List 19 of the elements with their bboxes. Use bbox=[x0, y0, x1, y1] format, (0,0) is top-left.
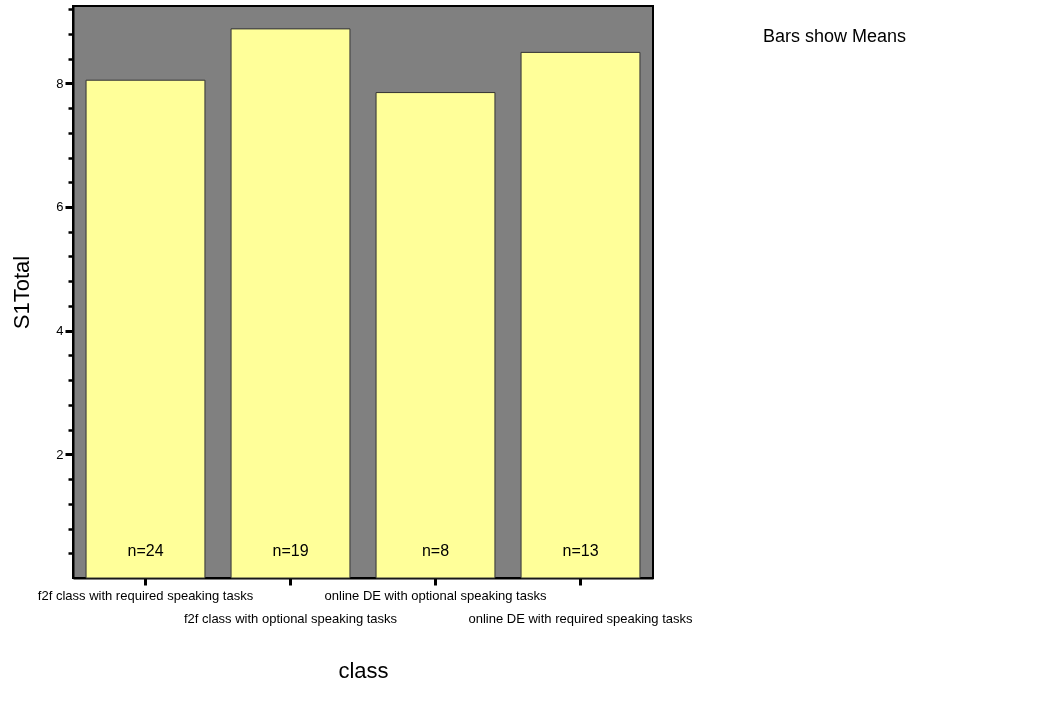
x-axis-title: class bbox=[338, 657, 389, 683]
x-tick-label: f2f class with optional speaking tasks bbox=[183, 610, 398, 626]
y-tick-label: 8 bbox=[56, 75, 64, 91]
bar bbox=[230, 28, 351, 579]
y-axis-title: S1Total bbox=[9, 255, 35, 330]
x-tick-label: online DE with required speaking tasks bbox=[468, 610, 693, 626]
y-tick-label: 2 bbox=[56, 446, 64, 462]
x-tick-label: online DE with optional speaking tasks bbox=[324, 587, 547, 603]
y-tick-label: 4 bbox=[56, 323, 64, 339]
annotation: n=19 bbox=[272, 542, 309, 559]
annotation: n=24 bbox=[127, 542, 164, 559]
annotation: n=13 bbox=[562, 542, 599, 559]
text: Bars show Means bbox=[763, 26, 907, 46]
annotation: n=8 bbox=[421, 542, 450, 559]
x-tick-label: f2f class with required speaking tasks bbox=[37, 587, 254, 603]
bar bbox=[85, 79, 206, 579]
y-tick-label: 6 bbox=[56, 199, 64, 215]
bar bbox=[520, 51, 641, 579]
bar bbox=[375, 92, 496, 579]
